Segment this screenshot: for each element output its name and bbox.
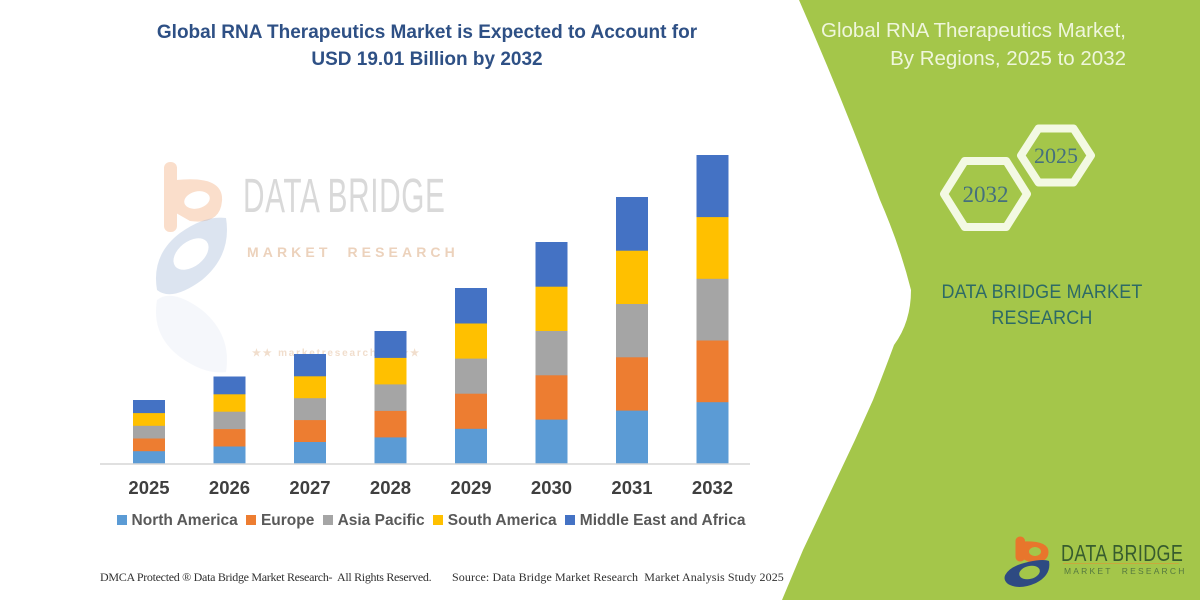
svg-text:2025: 2025 xyxy=(1034,143,1078,168)
svg-text:2032: 2032 xyxy=(963,182,1009,207)
